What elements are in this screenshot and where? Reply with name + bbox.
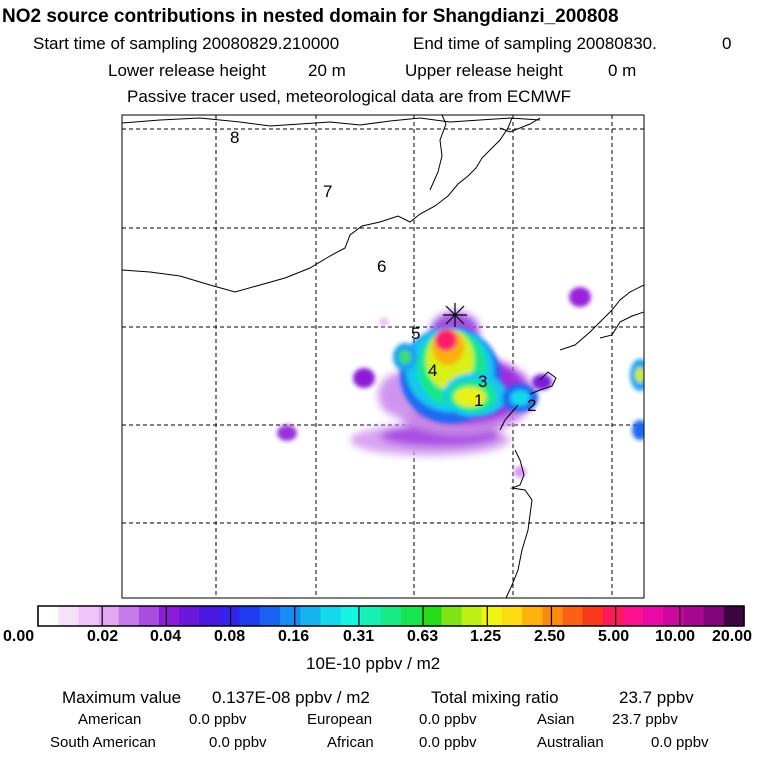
colorbar-swatch xyxy=(341,606,362,626)
colorbar-tick-label: 0.16 xyxy=(278,628,309,646)
colorbar-swatch xyxy=(421,606,442,626)
region-label-4: 4 xyxy=(428,361,437,380)
colorbar-swatch xyxy=(240,606,261,626)
colorbar-swatch xyxy=(280,606,301,626)
colorbar-swatch xyxy=(300,606,321,626)
colorbar-swatch xyxy=(401,606,422,626)
region-name-african: African xyxy=(327,734,374,751)
total-mixing-value: 23.7 ppbv xyxy=(619,688,694,708)
colorbar-tick-label: 2.50 xyxy=(534,628,565,646)
region-value-south-american: 0.0 ppbv xyxy=(209,734,267,751)
colorbar-tick-label: 0.00 xyxy=(3,628,34,646)
region-name-european: European xyxy=(307,711,372,728)
colorbar-swatch xyxy=(58,606,79,626)
colorbar-swatch xyxy=(441,606,462,626)
region-label-6: 6 xyxy=(377,257,386,276)
colorbar-tick-label: 1.25 xyxy=(470,628,501,646)
colorbar-swatch xyxy=(119,606,140,626)
colorbar-swatch xyxy=(320,606,341,626)
colorbar-tick-label: 0.31 xyxy=(343,628,374,646)
colorbar-swatch xyxy=(38,606,59,626)
colorbar-swatch xyxy=(462,606,483,626)
region-label-3: 3 xyxy=(478,372,487,391)
colorbar-swatch xyxy=(220,606,241,626)
region-name-australian: Australian xyxy=(537,734,604,751)
colorbar-swatch xyxy=(542,606,563,626)
colorbar-tick-label: 0.08 xyxy=(214,628,245,646)
region-label-2: 2 xyxy=(527,396,536,415)
colorbar-tick-label: 0.63 xyxy=(407,628,438,646)
colorbar-swatch xyxy=(724,606,745,626)
region-label-5: 5 xyxy=(411,324,420,343)
colorbar-tick-label: 20.00 xyxy=(712,628,752,646)
region-value-european: 0.0 ppbv xyxy=(419,711,477,728)
region-value-australian: 0.0 ppbv xyxy=(651,734,709,751)
max-value: 0.137E-08 ppbv / m2 xyxy=(212,688,370,708)
colorbar-swatch xyxy=(623,606,644,626)
colorbar-swatch xyxy=(502,606,523,626)
colorbar-tick-label: 0.04 xyxy=(150,628,181,646)
colorbar xyxy=(38,606,745,626)
region-name-american: American xyxy=(78,711,141,728)
region-value-african: 0.0 ppbv xyxy=(419,734,477,751)
region-value-asian: 23.7 ppbv xyxy=(612,711,678,728)
region-label-7: 7 xyxy=(323,182,332,201)
region-value-american: 0.0 ppbv xyxy=(189,711,247,728)
region-name-south-american: South American xyxy=(50,734,156,751)
colorbar-swatch xyxy=(199,606,220,626)
colorbar-tick-label: 0.02 xyxy=(87,628,118,646)
map-frame-bg xyxy=(122,115,644,598)
colorbar-tick-label: 10.00 xyxy=(655,628,695,646)
receptor-star-marker xyxy=(443,303,467,327)
colorbar-tick-label: 5.00 xyxy=(598,628,629,646)
colorbar-swatch xyxy=(704,606,725,626)
colorbar-swatch xyxy=(139,606,160,626)
colorbar-swatch xyxy=(663,606,684,626)
region-name-asian: Asian xyxy=(537,711,575,728)
colorbar-unit: 10E-10 ppbv / m2 xyxy=(306,654,440,674)
max-value-label: Maximum value xyxy=(62,688,181,708)
colorbar-swatch xyxy=(522,606,543,626)
colorbar-swatch xyxy=(159,606,180,626)
colorbar-swatch xyxy=(179,606,200,626)
colorbar-swatch xyxy=(643,606,664,626)
colorbar-swatch xyxy=(683,606,704,626)
colorbar-swatch xyxy=(381,606,402,626)
colorbar-swatch xyxy=(260,606,281,626)
total-mixing-label: Total mixing ratio xyxy=(431,688,559,708)
colorbar-swatch xyxy=(78,606,99,626)
colorbar-swatch xyxy=(361,606,382,626)
region-label-1: 1 xyxy=(474,391,483,410)
colorbar-swatch xyxy=(482,606,503,626)
colorbar-swatch xyxy=(583,606,604,626)
region-label-8: 8 xyxy=(230,128,239,147)
colorbar-swatch xyxy=(562,606,583,626)
colorbar-swatch xyxy=(603,606,624,626)
